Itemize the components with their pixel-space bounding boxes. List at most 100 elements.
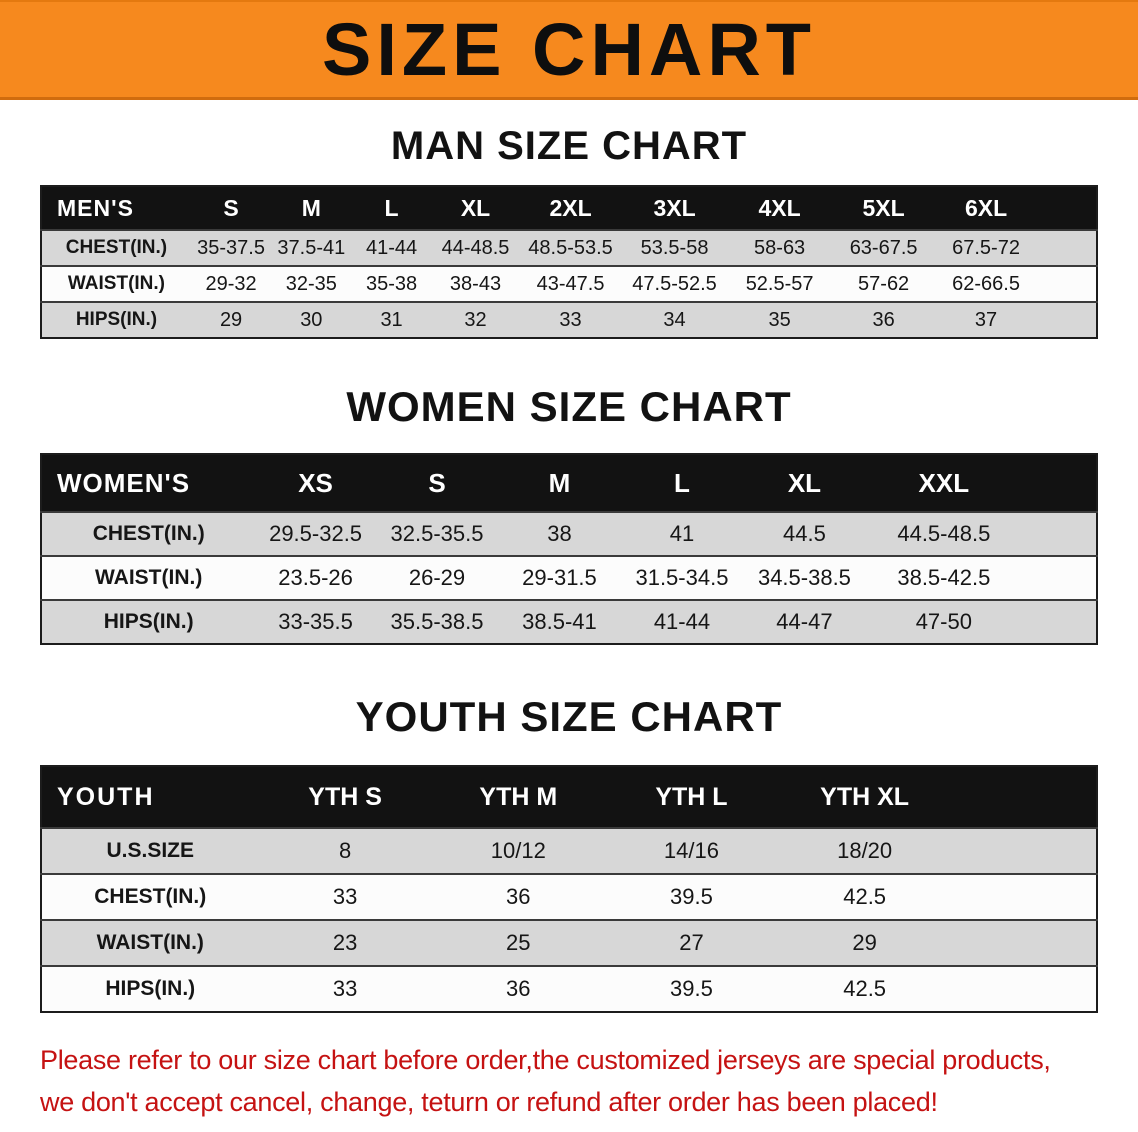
youth-waist-row: WAIST(IN.) 23 25 27 29	[41, 919, 1097, 966]
size-cell: 52.5-57	[727, 265, 832, 302]
size-cell: 48.5-53.5	[519, 229, 622, 266]
size-cell: 35-37.5	[190, 229, 272, 266]
size-cell: 36	[831, 301, 936, 338]
men-section: MAN SIZE CHART MEN'S S M L XL 2XL 3XL 4X…	[0, 100, 1138, 339]
row-label: HIPS(IN.)	[41, 301, 191, 338]
size-cell: 36	[431, 873, 605, 920]
women-section-heading: WOMEN SIZE CHART	[346, 383, 792, 430]
size-cell: 37	[935, 301, 1037, 338]
note-line-1: Please refer to our size chart before or…	[40, 1045, 1051, 1075]
women-waist-row: WAIST(IN.) 23.5-26 26-29 29-31.5 31.5-34…	[41, 555, 1097, 600]
youth-col-header: YTH M	[431, 766, 605, 828]
size-cell: 62-66.5	[935, 265, 1037, 302]
size-cell: 53.5-58	[621, 229, 728, 266]
size-cell: 31.5-34.5	[620, 555, 744, 600]
women-section: WOMEN SIZE CHART WOMEN'S XS S M L XL XXL	[0, 339, 1138, 645]
row-label: CHEST(IN.)	[41, 229, 191, 266]
size-cell: 35.5-38.5	[375, 599, 499, 644]
men-col-header: 3XL	[621, 186, 728, 230]
youth-col-header: YTH XL	[778, 766, 952, 828]
men-section-heading: MAN SIZE CHART	[390, 124, 748, 168]
youth-section-heading: YOUTH SIZE CHART	[355, 693, 783, 740]
size-cell: 33-35.5	[255, 599, 376, 644]
youth-ussize-row: U.S.SIZE 8 10/12 14/16 18/20	[41, 827, 1097, 874]
size-cell: 25	[431, 919, 605, 966]
youth-chest-row: CHEST(IN.) 33 36 39.5 42.5	[41, 873, 1097, 920]
size-cell: 47.5-52.5	[621, 265, 728, 302]
size-cell: 44-48.5	[431, 229, 520, 266]
size-cell: 33	[258, 965, 432, 1012]
women-size-table: WOMEN'S XS S M L XL XXL CHEST(IN.) 29.5-…	[40, 453, 1098, 645]
size-cell: 26-29	[375, 555, 499, 600]
men-col-header: L	[351, 186, 432, 230]
disclaimer-note: Please refer to our size chart before or…	[40, 1039, 1138, 1123]
size-cell: 43-47.5	[519, 265, 622, 302]
size-cell: 44.5	[743, 511, 866, 556]
size-cell: 67.5-72	[935, 229, 1037, 266]
men-col-header: 6XL	[935, 186, 1037, 230]
women-chest-row: CHEST(IN.) 29.5-32.5 32.5-35.5 38 41 44.…	[41, 511, 1097, 556]
size-cell: 23	[258, 919, 432, 966]
size-cell: 30	[271, 301, 352, 338]
men-chest-row: CHEST(IN.) 35-37.5 37.5-41 41-44 44-48.5…	[41, 229, 1097, 266]
size-cell: 38.5-41	[498, 599, 621, 644]
women-hips-row: HIPS(IN.) 33-35.5 35.5-38.5 38.5-41 41-4…	[41, 599, 1097, 644]
spacer-cell	[1021, 555, 1097, 600]
size-cell: 32.5-35.5	[375, 511, 499, 556]
men-col-header: M	[271, 186, 352, 230]
size-cell: 41-44	[620, 599, 744, 644]
women-col-header: L	[620, 454, 744, 512]
men-col-header: XL	[431, 186, 520, 230]
spacer-cell	[1036, 265, 1097, 302]
women-col-header: S	[375, 454, 499, 512]
spacer-cell	[1021, 454, 1097, 512]
size-cell: 18/20	[778, 827, 952, 874]
size-cell: 41-44	[351, 229, 432, 266]
page-title: SIZE CHART	[322, 8, 816, 91]
size-cell: 29	[190, 301, 272, 338]
size-cell: 14/16	[604, 827, 779, 874]
size-cell: 35-38	[351, 265, 432, 302]
size-cell: 63-67.5	[831, 229, 936, 266]
men-size-table: MEN'S S M L XL 2XL 3XL 4XL 5XL 6XL CHEST…	[40, 185, 1098, 339]
banner: SIZE CHART	[0, 0, 1138, 100]
size-cell: 39.5	[604, 965, 779, 1012]
row-label: WAIST(IN.)	[41, 265, 191, 302]
youth-col-header: YTH L	[604, 766, 779, 828]
size-cell: 23.5-26	[255, 555, 376, 600]
size-cell: 38.5-42.5	[865, 555, 1022, 600]
size-cell: 8	[258, 827, 432, 874]
row-label: WAIST(IN.)	[41, 555, 256, 600]
spacer-cell	[951, 827, 1097, 874]
note-line-2: we don't accept cancel, change, teturn o…	[40, 1087, 938, 1117]
women-col-header: XS	[255, 454, 376, 512]
size-cell: 31	[351, 301, 432, 338]
youth-header-row: YOUTH YTH S YTH M YTH L YTH XL	[41, 766, 1097, 828]
size-cell: 41	[620, 511, 744, 556]
men-table-title: MEN'S	[41, 186, 191, 230]
size-cell: 27	[604, 919, 779, 966]
spacer-cell	[1036, 186, 1097, 230]
women-col-header: M	[498, 454, 621, 512]
size-cell: 35	[727, 301, 832, 338]
women-header-row: WOMEN'S XS S M L XL XXL	[41, 454, 1097, 512]
youth-hips-row: HIPS(IN.) 33 36 39.5 42.5	[41, 965, 1097, 1012]
women-col-header: XL	[743, 454, 866, 512]
spacer-cell	[951, 766, 1097, 828]
size-cell: 34	[621, 301, 728, 338]
size-cell: 29-32	[190, 265, 272, 302]
men-hips-row: HIPS(IN.) 29 30 31 32 33 34 35 36 37	[41, 301, 1097, 338]
spacer-cell	[1036, 229, 1097, 266]
size-cell: 36	[431, 965, 605, 1012]
size-cell: 37.5-41	[271, 229, 352, 266]
spacer-cell	[1021, 511, 1097, 556]
row-label: HIPS(IN.)	[41, 599, 256, 644]
row-label: U.S.SIZE	[41, 827, 259, 874]
youth-size-table: YOUTH YTH S YTH M YTH L YTH XL U.S.SIZE …	[40, 765, 1098, 1013]
men-col-header: 5XL	[831, 186, 936, 230]
spacer-cell	[1036, 301, 1097, 338]
men-col-header: S	[190, 186, 272, 230]
men-waist-row: WAIST(IN.) 29-32 32-35 35-38 38-43 43-47…	[41, 265, 1097, 302]
size-cell: 34.5-38.5	[743, 555, 866, 600]
youth-section: YOUTH SIZE CHART YOUTH YTH S YTH M YTH L…	[0, 645, 1138, 1013]
